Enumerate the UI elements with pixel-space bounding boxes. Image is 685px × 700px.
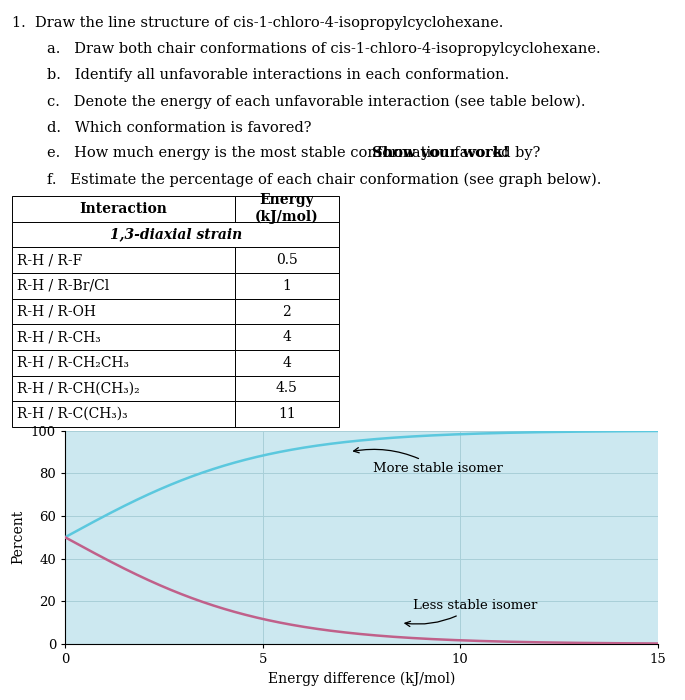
Y-axis label: Percent: Percent	[12, 510, 25, 564]
Bar	[234, 376, 339, 401]
Bar	[234, 299, 339, 324]
Text: 4: 4	[282, 330, 291, 344]
Text: 11: 11	[278, 407, 296, 421]
Text: 2: 2	[282, 304, 291, 318]
Bar	[12, 324, 234, 350]
Bar	[12, 350, 234, 376]
Text: e.   How much energy is the most stable conformation favored by?: e. How much energy is the most stable co…	[47, 146, 549, 160]
Text: f.   Estimate the percentage of each chair conformation (see graph below).: f. Estimate the percentage of each chair…	[47, 172, 601, 187]
Text: c.   Denote the energy of each unfavorable interaction (see table below).: c. Denote the energy of each unfavorable…	[47, 94, 585, 108]
Text: 4: 4	[282, 356, 291, 370]
Bar	[12, 273, 234, 299]
Bar	[12, 401, 234, 427]
Text: R-H / R-OH: R-H / R-OH	[17, 304, 96, 318]
Text: R-H / R-C(CH₃)₃: R-H / R-C(CH₃)₃	[17, 407, 128, 421]
Text: 0.5: 0.5	[276, 253, 298, 267]
Bar	[12, 247, 234, 273]
Text: R-H / R-CH₂CH₃: R-H / R-CH₂CH₃	[17, 356, 129, 370]
Bar	[234, 273, 339, 299]
Text: a.   Draw both chair conformations of cis-1-chloro-4-isopropylcyclohexane.: a. Draw both chair conformations of cis-…	[47, 43, 600, 57]
Text: R-H / R-F: R-H / R-F	[17, 253, 82, 267]
Bar	[234, 247, 339, 273]
Text: 1,3-diaxial strain: 1,3-diaxial strain	[110, 228, 242, 241]
Text: More stable isomer: More stable isomer	[353, 447, 503, 475]
Bar	[12, 196, 234, 222]
Text: R-H / R-CH₃: R-H / R-CH₃	[17, 330, 101, 344]
Text: b.   Identify all unfavorable interactions in each conformation.: b. Identify all unfavorable interactions…	[47, 69, 509, 83]
Text: Show your work!: Show your work!	[372, 146, 510, 160]
Bar	[234, 324, 339, 350]
Text: R-H / R-CH(CH₃)₂: R-H / R-CH(CH₃)₂	[17, 382, 140, 395]
Bar	[234, 401, 339, 427]
Bar	[12, 299, 234, 324]
Bar	[234, 196, 339, 222]
Bar	[12, 376, 234, 401]
Text: 1: 1	[282, 279, 291, 293]
Text: Less stable isomer: Less stable isomer	[405, 599, 537, 626]
X-axis label: Energy difference (kJ/mol): Energy difference (kJ/mol)	[268, 671, 455, 686]
Text: 1.  Draw the line structure of cis-1-chloro-4-isopropylcyclohexane.: 1. Draw the line structure of cis-1-chlo…	[12, 17, 503, 31]
Text: 4.5: 4.5	[276, 382, 298, 395]
Text: d.   Which conformation is favored?: d. Which conformation is favored?	[47, 120, 311, 134]
Bar	[234, 350, 339, 376]
Text: Interaction: Interaction	[79, 202, 167, 216]
Bar	[12, 222, 339, 247]
Text: R-H / R-Br/Cl: R-H / R-Br/Cl	[17, 279, 110, 293]
Text: Energy
(kJ/mol): Energy (kJ/mol)	[255, 193, 319, 224]
